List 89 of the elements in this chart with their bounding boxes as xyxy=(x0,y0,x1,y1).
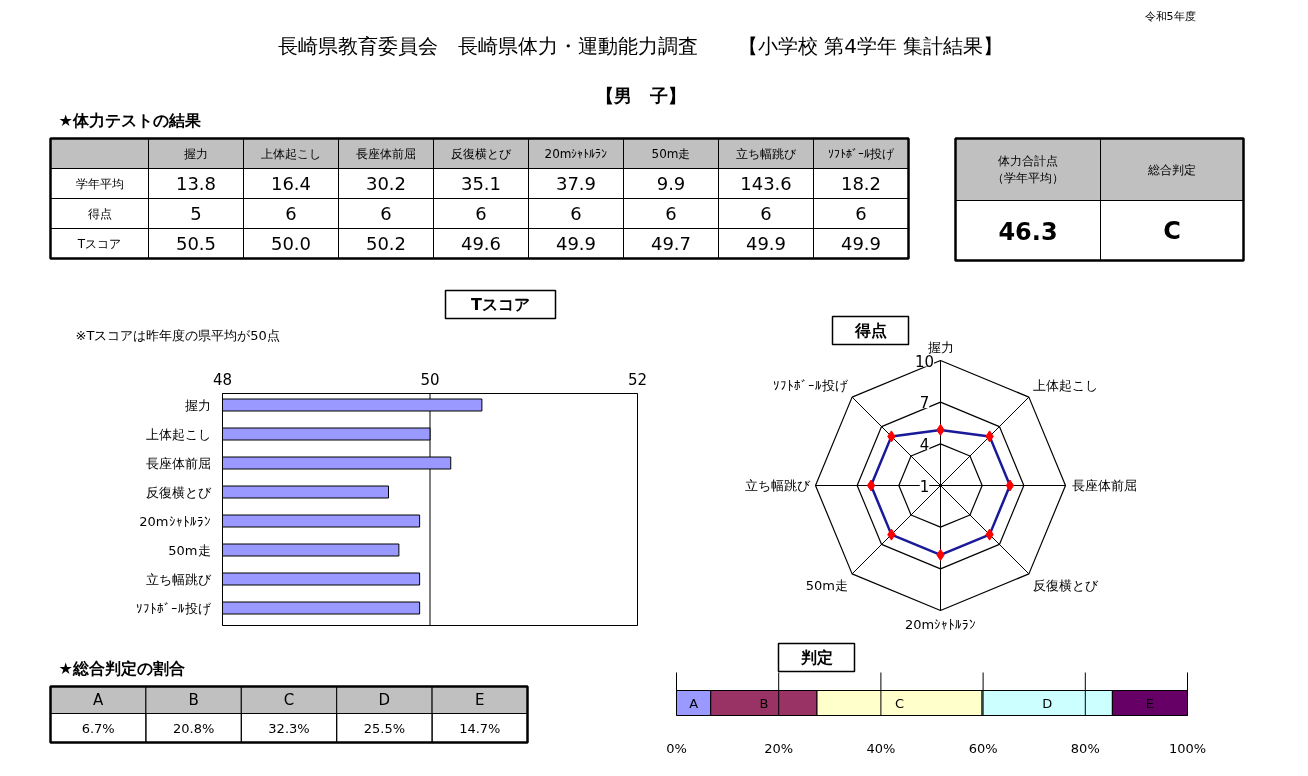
x-tick-label: 0% xyxy=(666,741,687,756)
text: ★体力テストの結果 xyxy=(58,111,202,130)
text: 32.3% xyxy=(268,720,310,736)
category-label: A xyxy=(93,691,105,709)
text: 46.3 xyxy=(998,217,1058,246)
series-label: A xyxy=(689,695,699,711)
data-label: 6 xyxy=(285,203,297,224)
y-tick-label: 4 xyxy=(919,435,930,454)
text: 【男 子】 xyxy=(595,85,686,106)
chart-title: 判定 xyxy=(799,648,833,667)
series-label: C xyxy=(895,695,905,711)
category-label: C xyxy=(283,691,295,709)
category-label: 20mｼｬﾄﾙﾗﾝ xyxy=(544,146,608,161)
spoke-label: 長座体前屈 xyxy=(1071,478,1137,493)
data-label: 6 xyxy=(380,203,392,224)
data-label: 50.0 xyxy=(270,233,312,254)
data-label: 9.9 xyxy=(656,173,686,194)
data-label: 30.2 xyxy=(365,173,407,194)
x-tick-label: 80% xyxy=(1070,741,1100,756)
data-label: 49.9 xyxy=(745,233,787,254)
series-label: B xyxy=(759,695,769,711)
x-tick-label: 50 xyxy=(420,370,440,389)
category-label: 立ち幅跳び xyxy=(736,146,797,161)
chart-title: Tスコア xyxy=(471,295,530,314)
data-label: 18.2 xyxy=(840,173,882,194)
y-tick-label: 50m走 xyxy=(168,542,211,558)
text: 20.8% xyxy=(172,720,215,736)
text: 14.7% xyxy=(459,720,501,736)
data-label: 6 xyxy=(855,203,867,224)
text: ★総合判定の割合 xyxy=(58,659,185,678)
spoke-label: ｿﾌﾄﾎﾞｰﾙ投げ xyxy=(772,377,849,393)
x-tick-label: 20% xyxy=(764,741,794,756)
category-label: 長座体前屈 xyxy=(356,146,416,161)
text: ※Tスコアは昨年度の県平均が50点 xyxy=(75,328,280,343)
text: C xyxy=(1163,216,1181,245)
data-label: 49.6 xyxy=(460,233,502,254)
spoke-label: 上体起こし xyxy=(1033,377,1099,393)
y-tick-label: 握力 xyxy=(184,397,211,413)
y-tick-label: 上体起こし xyxy=(145,426,211,442)
data-label: 50.2 xyxy=(365,233,407,254)
spoke-label: 20mｼｬﾄﾙﾗﾝ xyxy=(904,616,977,632)
series-label: D xyxy=(1042,695,1053,711)
y-tick-label: 7 xyxy=(919,394,930,413)
data-label: 6 xyxy=(760,203,772,224)
category-label: 50m走 xyxy=(651,146,691,161)
data-label: 49.7 xyxy=(650,233,692,254)
text: 総合判定 xyxy=(1147,162,1196,177)
series-label: E xyxy=(1145,695,1155,711)
x-tick-label: 100% xyxy=(1168,741,1207,756)
y-tick-label: 20mｼｬﾄﾙﾗﾝ xyxy=(139,513,211,529)
category-label: E xyxy=(475,691,485,709)
data-label: 6 xyxy=(665,203,677,224)
text: 6.7% xyxy=(81,720,115,736)
category-label: B xyxy=(188,691,199,709)
data-label: 16.4 xyxy=(270,173,312,194)
x-tick-label: 52 xyxy=(627,370,648,389)
y-tick-label: 反復横とび xyxy=(145,484,212,500)
data-label: 13.8 xyxy=(175,173,217,194)
text: 得点 xyxy=(87,206,112,221)
data-label: 49.9 xyxy=(555,233,597,254)
x-tick-label: 60% xyxy=(968,741,998,756)
category-label: D xyxy=(378,691,391,709)
data-label: 35.1 xyxy=(460,173,502,194)
chart-title: 得点 xyxy=(853,321,887,340)
text: 体力合計点（学年平均） xyxy=(992,154,1064,185)
category-label: 反復横とび xyxy=(451,146,512,161)
x-tick-label: 40% xyxy=(866,741,896,756)
text: 長崎県教育委員会 長崎県体力・運動能力調査 【小学校 第4学年 集計結果】 xyxy=(277,33,1004,58)
data-label: 143.6 xyxy=(740,173,792,194)
category-label: ｿﾌﾄﾎﾞｰﾙ投げ xyxy=(828,146,895,161)
data-label: 37.9 xyxy=(555,173,597,194)
data-label: 6 xyxy=(475,203,487,224)
data-label: 6 xyxy=(570,203,582,224)
spoke-label: 50m走 xyxy=(805,578,848,594)
y-tick-label: 1 xyxy=(919,477,930,496)
data-label: 49.9 xyxy=(840,233,882,254)
text: 令和5年度 xyxy=(1144,10,1196,23)
data-label: 5 xyxy=(190,203,202,224)
y-tick-label: 立ち幅跳び xyxy=(145,571,212,587)
y-tick-label: ｿﾌﾄﾎﾞｰﾙ投げ xyxy=(135,600,212,616)
spoke-label: 反復横とび xyxy=(1033,578,1100,594)
y-tick-label: 長座体前屈 xyxy=(145,455,211,471)
text: Tスコア xyxy=(76,236,122,251)
category-label: 上体起こし xyxy=(261,146,321,161)
text: 学年平均 xyxy=(75,176,124,191)
spoke-label: 立ち幅跳び xyxy=(744,478,811,493)
data-label: 50.5 xyxy=(175,233,217,254)
x-tick-label: 48 xyxy=(212,370,233,389)
text: 25.5% xyxy=(363,720,406,736)
